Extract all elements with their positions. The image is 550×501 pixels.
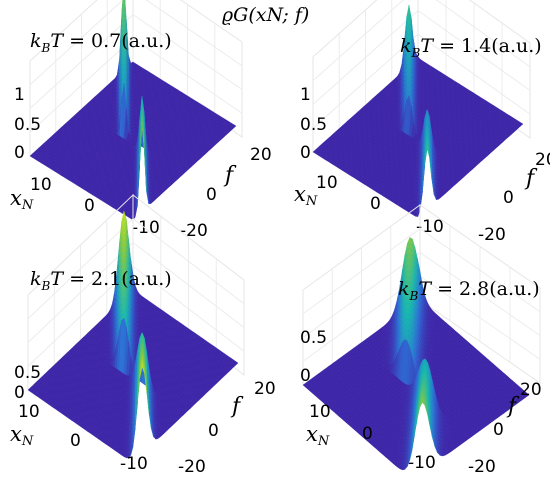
panel-4-title: kBT = 2.8(a.u.) [398, 278, 540, 303]
y-tick-label: 20 [520, 380, 542, 400]
figure-title: ϱG(xN; f) [222, 4, 309, 26]
y-tick-label: 20 [250, 145, 272, 165]
y-tick-label: 0 [503, 188, 514, 208]
z-tick-label: 1 [300, 85, 311, 105]
x-tick-label: -10 [120, 454, 148, 474]
panel-2-title: kBT = 1.4(a.u.) [400, 35, 542, 60]
x-tick-label: 0 [70, 431, 81, 451]
y-tick-label: -20 [178, 457, 206, 477]
x-axis-label: xN [10, 422, 34, 449]
x-tick-label: 10 [309, 402, 331, 422]
y-tick-label: 0 [493, 420, 504, 440]
z-tick-label: 0 [300, 366, 311, 386]
x-tick-label: 10 [316, 173, 338, 193]
z-tick-label: 1 [14, 85, 25, 105]
z-tick-label: 0 [300, 143, 311, 163]
x-tick-label: -10 [416, 217, 444, 237]
z-tick-label: 0.5 [300, 328, 327, 348]
x-tick-label: -10 [408, 453, 436, 473]
y-tick-label: 0 [208, 421, 219, 441]
y-axis-label: f [223, 163, 237, 188]
z-tick-label: 0.5 [14, 115, 41, 135]
y-tick-label: 20 [535, 150, 550, 170]
y-tick-label: -20 [180, 221, 208, 241]
x-tick-label: 0 [370, 194, 381, 214]
y-axis-label: f [230, 394, 244, 419]
y-tick-label: -20 [478, 225, 506, 245]
x-axis-label: xN [294, 182, 318, 209]
x-tick-label: 10 [30, 175, 52, 195]
x-axis-label: xN [306, 422, 330, 449]
figure-title-text: ϱG(xN; f) [222, 4, 310, 26]
x-tick-label: 0 [84, 196, 95, 216]
y-tick-label: -20 [468, 457, 496, 477]
panel-2-axes-box [312, 0, 531, 154]
panel-1-surface [29, 0, 237, 221]
panel-4-surface [302, 236, 530, 471]
y-tick-label: 20 [254, 379, 276, 399]
z-tick-label: 0 [14, 383, 25, 403]
panel-2-surface [312, 5, 524, 217]
panel-1-title: kBT = 0.7(a.u.) [30, 30, 172, 55]
panel-3-title: kBT = 2.1(a.u.) [30, 268, 172, 293]
panel-4-axes-box [302, 204, 541, 386]
panel-3-surface [27, 211, 239, 459]
x-tick-label: 10 [18, 402, 40, 422]
y-tick-label: 0 [206, 185, 217, 205]
x-tick-label: 0 [362, 424, 373, 444]
z-tick-label: 0.5 [300, 115, 327, 135]
z-tick-label: 0.5 [14, 363, 41, 383]
panel-4-ticks: 10 0 -10 20 0 -20 0.5 0 [300, 328, 542, 477]
z-tick-label: 0 [14, 143, 25, 163]
